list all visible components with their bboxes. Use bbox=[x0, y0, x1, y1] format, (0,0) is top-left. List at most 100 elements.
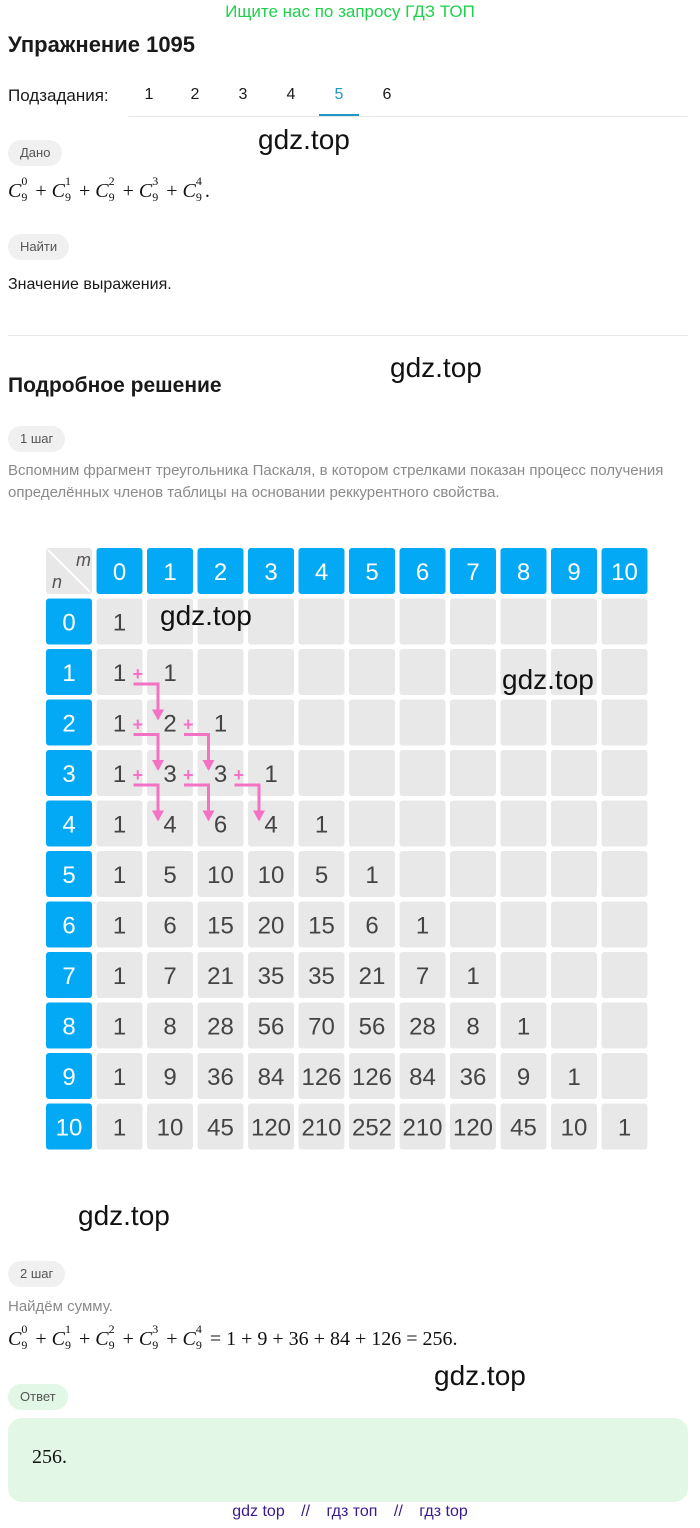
column-header-label: 8 bbox=[517, 559, 530, 586]
subtask-tab-5[interactable]: 5 bbox=[334, 86, 344, 103]
footer-link-gdz-top[interactable]: gdz top bbox=[232, 1503, 285, 1520]
table-cell bbox=[601, 598, 648, 645]
table-cell bbox=[349, 750, 395, 796]
table-cell bbox=[96, 1002, 143, 1049]
table-value: 56 bbox=[258, 1014, 285, 1041]
table-cell bbox=[500, 598, 547, 645]
table-cell bbox=[551, 750, 597, 796]
table-cell bbox=[96, 649, 143, 695]
table-value: 10 bbox=[157, 1115, 184, 1142]
column-header-label: 0 bbox=[113, 559, 126, 586]
subtask-tab-3[interactable]: 3 bbox=[238, 86, 248, 103]
column-header-label: 3 bbox=[264, 559, 277, 586]
table-value: 8 bbox=[466, 1014, 479, 1041]
row-header-label: 5 bbox=[62, 862, 75, 889]
table-value: 5 bbox=[315, 862, 328, 889]
subtask-tab-4[interactable]: 4 bbox=[286, 86, 296, 103]
recurrence-arrowhead bbox=[202, 810, 215, 822]
table-value: 28 bbox=[207, 1014, 234, 1041]
footer-link-gdz-top-mixed[interactable]: гдз top bbox=[419, 1503, 468, 1520]
table-value: 1 bbox=[365, 862, 378, 889]
table-value: 1 bbox=[113, 963, 126, 990]
table-value: 2 bbox=[163, 711, 176, 738]
subtasks-label: Подзадания: bbox=[8, 86, 109, 105]
table-value: 1 bbox=[264, 761, 277, 788]
table-cell bbox=[551, 649, 597, 695]
table-value: 1 bbox=[416, 913, 429, 940]
table-value: 10 bbox=[207, 862, 234, 889]
table-value: 3 bbox=[214, 761, 227, 788]
table-value: 1 bbox=[113, 1014, 126, 1041]
step-1-chip: 1 шаг bbox=[8, 426, 66, 452]
table-value: 1 bbox=[113, 761, 126, 788]
plus-sign: + bbox=[183, 765, 194, 785]
table-cell bbox=[248, 1053, 294, 1099]
table-value: 1 bbox=[163, 660, 176, 687]
row-header-cell bbox=[46, 598, 92, 645]
table-cell bbox=[197, 851, 244, 897]
table-cell bbox=[601, 699, 648, 746]
table-value: 9 bbox=[163, 1064, 176, 1091]
watermark: gdz.top bbox=[434, 1360, 526, 1391]
answer-box: 256. bbox=[8, 1418, 688, 1502]
table-cell bbox=[500, 699, 547, 746]
table-cell bbox=[450, 649, 496, 695]
table-cell bbox=[399, 649, 446, 695]
table-cell bbox=[349, 851, 395, 897]
row-header-cell bbox=[46, 1103, 92, 1150]
table-cell bbox=[450, 1103, 496, 1150]
subtask-tab-2[interactable]: 2 bbox=[190, 86, 200, 103]
table-cell bbox=[551, 598, 597, 645]
table-value: 7 bbox=[416, 963, 429, 990]
table-value: 6 bbox=[365, 913, 378, 940]
table-value: 1 bbox=[214, 711, 227, 738]
corner-diagonal bbox=[47, 549, 91, 593]
table-cell bbox=[197, 1002, 244, 1049]
table-cell bbox=[349, 1002, 395, 1049]
watermark: gdz.top bbox=[390, 352, 482, 383]
footer-links: gdz top // гдз топ // гдз top bbox=[0, 1503, 700, 1521]
subtask-tab-1[interactable]: 1 bbox=[144, 86, 154, 103]
table-cell bbox=[601, 649, 648, 695]
table-cell bbox=[450, 901, 496, 948]
table-cell bbox=[147, 952, 193, 998]
plus-sign: + bbox=[183, 715, 194, 735]
subtask-tab-6[interactable]: 6 bbox=[382, 86, 392, 103]
row-header-label: 0 bbox=[62, 610, 75, 637]
table-cell bbox=[96, 1103, 143, 1150]
table-cell bbox=[197, 901, 244, 948]
table-cell bbox=[197, 598, 244, 645]
promo-banner[interactable]: Ищите нас по запросу ГДЗ ТОП bbox=[225, 2, 475, 21]
table-cell bbox=[298, 952, 345, 998]
table-cell bbox=[298, 1103, 345, 1150]
table-cell bbox=[96, 901, 143, 948]
table-cell bbox=[450, 1002, 496, 1049]
table-cell bbox=[96, 598, 143, 645]
column-header-cell bbox=[601, 548, 648, 594]
table-value: 20 bbox=[258, 913, 285, 940]
table-cell bbox=[248, 851, 294, 897]
table-cell bbox=[500, 901, 547, 948]
footer-link-gdz-top-ru[interactable]: гдз топ bbox=[326, 1503, 378, 1520]
table-cell bbox=[399, 699, 446, 746]
table-cell bbox=[248, 598, 294, 645]
solution-title: Подробное решение bbox=[8, 374, 222, 397]
corner-n-label: n bbox=[52, 572, 62, 592]
table-value: 84 bbox=[409, 1064, 436, 1091]
table-value: 10 bbox=[561, 1115, 588, 1142]
find-chip: Найти bbox=[8, 234, 70, 260]
table-cell bbox=[197, 952, 244, 998]
table-cell bbox=[450, 952, 496, 998]
table-cell bbox=[500, 1053, 547, 1099]
table-cell bbox=[349, 598, 395, 645]
row-header-cell bbox=[46, 901, 92, 948]
table-cell bbox=[349, 699, 395, 746]
table-cell bbox=[349, 1053, 395, 1099]
table-value: 9 bbox=[517, 1064, 530, 1091]
table-cell bbox=[551, 1002, 597, 1049]
table-cell bbox=[551, 851, 597, 897]
watermark: gdz.top bbox=[78, 1200, 170, 1231]
